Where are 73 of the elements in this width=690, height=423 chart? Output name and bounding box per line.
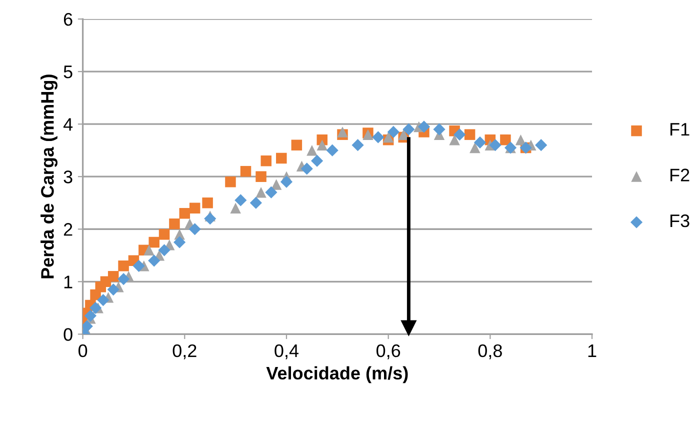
point <box>326 144 338 156</box>
point <box>148 236 160 248</box>
point <box>144 244 154 256</box>
point <box>265 186 278 198</box>
point <box>132 260 145 272</box>
point <box>470 142 480 154</box>
point <box>188 223 201 236</box>
point <box>108 271 119 282</box>
point <box>97 294 110 306</box>
y-tick-label: 6 <box>64 12 72 26</box>
x-tick-label: 0,8 <box>478 344 502 360</box>
point <box>158 229 170 240</box>
point <box>291 140 302 150</box>
point <box>337 126 348 138</box>
point <box>169 218 180 230</box>
y-tick-label: 3 <box>64 170 72 184</box>
point <box>89 302 102 314</box>
point <box>204 212 216 225</box>
point <box>148 254 160 267</box>
point <box>474 136 486 149</box>
point <box>454 128 466 141</box>
point <box>500 134 511 146</box>
point <box>118 260 129 272</box>
point <box>179 208 190 219</box>
point <box>382 132 394 143</box>
y-tick-label: 2 <box>64 223 72 236</box>
point <box>225 176 236 188</box>
point <box>280 176 293 188</box>
point <box>234 194 247 206</box>
x-tick-label: 1 <box>588 344 596 357</box>
point <box>250 196 262 209</box>
point <box>402 123 415 136</box>
point <box>300 162 313 175</box>
point <box>117 272 130 286</box>
legend-label: F3 <box>670 214 690 228</box>
y-tick-label: 1 <box>64 276 72 288</box>
point <box>398 129 409 140</box>
x-tick-label: 0,6 <box>376 344 400 360</box>
point <box>387 126 400 138</box>
point <box>535 139 548 152</box>
x-tick-label: 0 <box>78 344 88 358</box>
point <box>202 197 213 208</box>
x-tick-label: 0,2 <box>172 344 196 360</box>
y-axis-title: Perda de Carga (mmHg) <box>40 74 58 278</box>
point <box>240 166 252 177</box>
point <box>158 244 170 256</box>
x-tick-label: 0,4 <box>274 344 299 360</box>
point <box>260 155 272 166</box>
point <box>316 140 328 150</box>
point <box>306 144 318 156</box>
point <box>173 236 186 248</box>
legend-label: F1 <box>670 123 690 136</box>
y-tick-label: 4 <box>63 118 73 131</box>
y-tick-label: 5 <box>64 66 72 78</box>
point <box>276 152 287 164</box>
point <box>256 171 266 182</box>
point <box>433 123 446 136</box>
point <box>489 139 502 152</box>
point <box>189 202 200 214</box>
x-axis-title: Velocidade (m/s) <box>266 366 408 384</box>
point <box>310 154 324 167</box>
point <box>107 283 120 296</box>
y-tick-label: 0 <box>64 328 72 341</box>
point <box>464 129 476 140</box>
point <box>449 134 460 146</box>
point <box>372 131 384 144</box>
point <box>230 202 241 214</box>
legend-label: F2 <box>670 168 690 182</box>
point <box>256 186 266 198</box>
point <box>352 139 364 152</box>
point <box>418 120 430 133</box>
point <box>84 310 96 322</box>
point <box>270 179 282 190</box>
